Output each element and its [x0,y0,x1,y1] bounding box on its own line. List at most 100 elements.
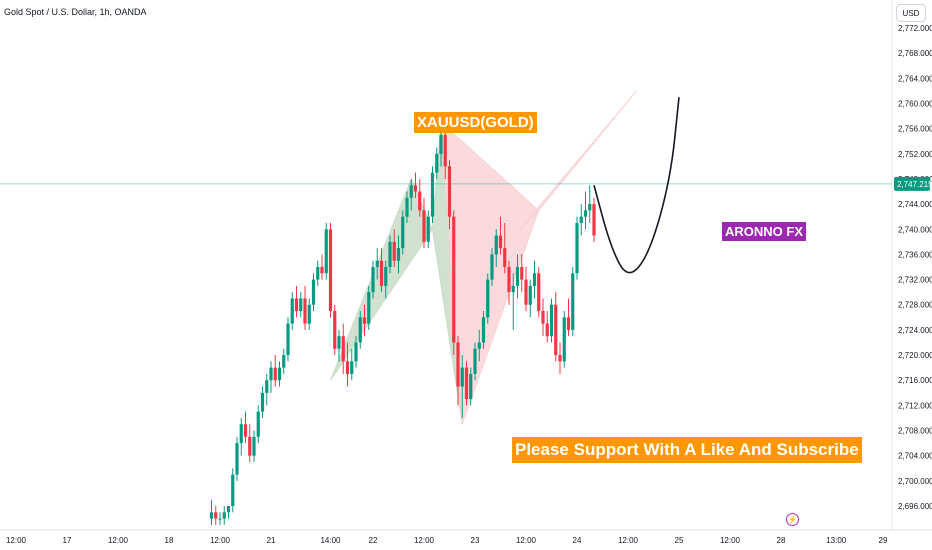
candle [324,222,328,280]
time-tick-label: 28 [777,536,786,545]
pattern-triangle [440,121,540,425]
chart-title: Gold Spot / U.S. Dollar, 1h, OANDA [4,7,147,17]
time-tick-label: 22 [369,536,378,545]
candle [231,468,235,513]
support-label: Please Support With A Like And Subscribe [512,437,862,463]
candle [371,260,375,299]
candle [473,342,477,381]
candle [214,506,218,525]
candle [511,273,515,330]
price-tick-label: 2,696.000 [898,502,932,511]
time-tick-label: 24 [573,536,582,545]
price-tick-label: 2,716.000 [898,376,932,385]
candle [435,147,439,179]
candle [456,336,460,406]
candle [388,235,392,274]
candle [299,292,303,318]
candlestick-series [209,116,596,525]
price-tick-label: 2,708.000 [898,427,932,436]
candle [392,229,396,267]
candle [379,248,384,293]
candle [362,304,367,337]
current-price-tag: 2,747.215 [894,176,932,191]
candle [520,254,524,293]
candle [477,329,481,362]
brand-label: ARONNO FX [722,222,806,241]
candle [354,336,358,368]
candle [524,267,528,312]
candle [571,267,575,337]
lightning-icon[interactable]: ⚡ [786,513,799,526]
time-tick-label: 23 [471,536,480,545]
candle [358,311,362,349]
currency-button[interactable]: USD [896,4,926,22]
candle [588,185,592,223]
candle [583,191,588,230]
price-tick-label: 2,704.000 [898,452,932,461]
candle [260,386,265,418]
candle [333,304,337,356]
price-axis[interactable]: 2,696.000 2,700.000 2,704.000 2,708.000 2,71… [898,24,932,511]
svg-text:2,747.215: 2,747.215 [897,180,932,189]
symbol-label: XAUUSD(GOLD) [414,112,537,133]
time-tick-label: 12:00 [720,536,741,545]
candle [341,323,345,374]
time-tick-label: 21 [267,536,276,545]
candle [528,279,532,318]
candle [545,311,549,343]
candle [422,197,426,249]
candle [294,285,299,318]
price-tick-label: 2,732.000 [898,276,932,285]
time-tick-label: 12:00 [6,536,27,545]
price-tick-label: 2,760.000 [898,99,932,108]
price-tick-label: 2,740.000 [898,225,932,234]
candle [320,254,324,280]
candle [554,292,558,362]
candle [469,367,473,406]
candle [367,285,371,330]
time-tick-label: 12:00 [210,536,231,545]
candle [464,361,469,406]
time-tick-label: 29 [879,536,888,545]
candle [337,329,341,362]
candle [503,222,507,274]
candle [541,298,545,337]
time-tick-label: 12:00 [618,536,639,545]
candle [282,348,286,374]
candle [558,342,562,374]
time-tick-label: 14:00 [320,536,341,545]
price-tick-label: 2,720.000 [898,351,932,360]
candle [532,260,537,299]
candle [345,342,350,387]
candle [226,506,231,519]
time-tick-label: 12:00 [414,536,435,545]
candle [350,348,354,381]
time-tick-label: 13:00 [826,536,847,545]
candle [405,191,409,223]
pattern-triangle [508,90,637,243]
candle [490,248,494,286]
candle [316,260,320,286]
candle [328,222,333,318]
candle [430,166,435,223]
candle [218,512,222,525]
candle [243,411,248,444]
time-tick-label: 25 [675,536,684,545]
price-tick-label: 2,700.000 [898,477,932,486]
candle [494,229,498,267]
candle [566,298,571,337]
candle [515,254,520,299]
candle [252,430,256,462]
price-tick-label: 2,756.000 [898,125,932,134]
candle [549,298,554,343]
price-tick-label: 2,728.000 [898,301,932,310]
candle [481,311,486,349]
candle [486,273,490,324]
time-tick-label: 17 [63,536,72,545]
time-axis[interactable]: 12:00 17 12:00 18 12:00 21 14:00 22 12:00 23 12:00… [6,536,888,545]
price-tick-label: 2,764.000 [898,74,932,83]
price-tick-label: 2,736.000 [898,250,932,259]
candle [209,499,214,525]
candle [248,424,252,462]
